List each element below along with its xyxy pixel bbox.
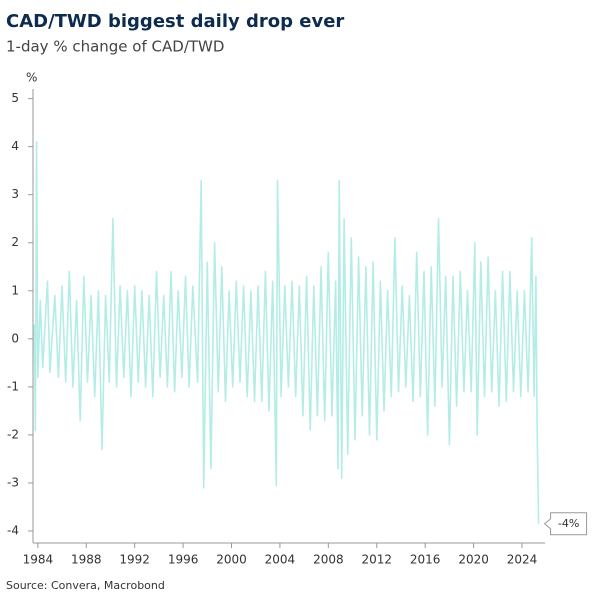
x-tick-label: 2020 (458, 553, 489, 567)
y-tick-label: 0 (11, 331, 19, 345)
y-tick-label: 3 (11, 187, 19, 201)
y-tick-label: 2 (11, 235, 19, 249)
x-tick-label: 1996 (168, 553, 199, 567)
x-tick-label: 2004 (265, 553, 296, 567)
y-tick-label: 4 (11, 139, 19, 153)
annotation-box (543, 512, 588, 536)
y-tick-label: 1 (11, 283, 19, 297)
x-tick-label: 1992 (119, 553, 150, 567)
chart-subtitle: 1-day % change of CAD/TWD (6, 38, 224, 56)
x-tick-label: 2024 (507, 553, 538, 567)
x-tick-label: 2000 (216, 553, 247, 567)
y-tick-label: 5 (11, 91, 19, 105)
chart-title: CAD/TWD biggest daily drop ever (6, 11, 344, 32)
x-tick-label: 1988 (71, 553, 102, 567)
y-tick-label: -4 (7, 523, 19, 537)
x-tick-label: 2008 (313, 553, 344, 567)
x-tick-label: 1984 (23, 553, 54, 567)
x-tick-label: 2016 (410, 553, 441, 567)
y-tick-label: -3 (7, 475, 19, 489)
y-unit: % (26, 71, 37, 85)
annotation: -4% (558, 517, 579, 530)
source: Source: Convera, Macrobond (6, 579, 165, 592)
x-tick-label: 2012 (361, 553, 392, 567)
y-tick-label: -2 (7, 427, 19, 441)
series-line (33, 141, 540, 524)
y-tick-label: -1 (7, 379, 19, 393)
